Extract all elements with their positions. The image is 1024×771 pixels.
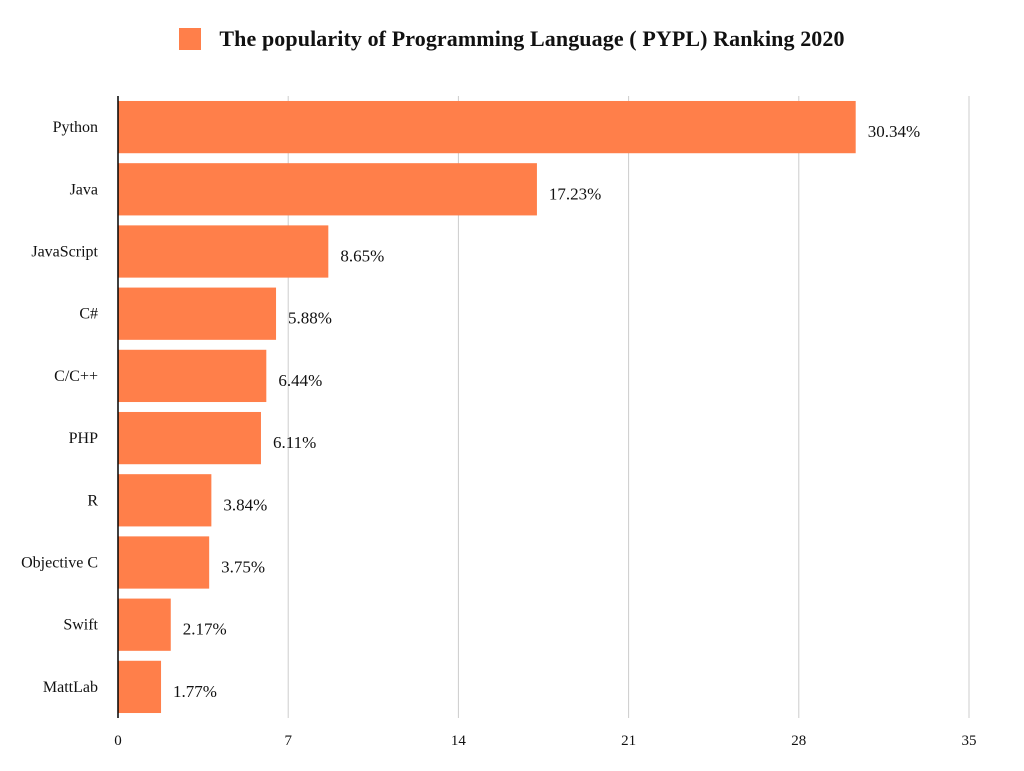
bar-objective-c xyxy=(118,536,210,589)
category-label: R xyxy=(87,492,98,509)
bars xyxy=(118,100,856,714)
legend-swatch xyxy=(179,28,202,50)
data-label: 30.34% xyxy=(868,122,920,141)
category-label: C# xyxy=(79,306,98,323)
data-label: 2.17% xyxy=(183,620,227,639)
category-label: MattLab xyxy=(43,679,98,696)
bar-java xyxy=(118,163,537,216)
bar-php xyxy=(118,411,261,465)
bar-c-c- xyxy=(118,349,267,403)
bar-python xyxy=(118,100,856,154)
category-label: PHP xyxy=(69,430,98,447)
bar-swift xyxy=(118,598,171,651)
bar-javascript xyxy=(118,225,329,278)
category-label: C/C++ xyxy=(54,368,98,385)
chart-title: The popularity of Programming Language (… xyxy=(219,26,845,51)
data-label: 8.65% xyxy=(340,247,384,266)
x-tick-label: 7 xyxy=(284,733,292,749)
x-tick-label: 0 xyxy=(114,733,122,749)
bar-r xyxy=(118,474,212,527)
legend: The popularity of Programming Language (… xyxy=(0,26,1024,52)
x-tick-label: 28 xyxy=(791,733,806,749)
bar-c- xyxy=(118,287,277,340)
data-label: 1.77% xyxy=(173,682,217,701)
category-label: Java xyxy=(70,181,98,198)
data-label: 6.11% xyxy=(273,433,316,452)
category-label: JavaScript xyxy=(31,244,98,261)
bar-mattlab xyxy=(118,660,162,714)
category-label: Objective C xyxy=(21,555,98,572)
x-tick-label: 14 xyxy=(451,733,467,749)
data-label: 3.84% xyxy=(223,495,267,514)
data-label: 17.23% xyxy=(549,184,601,203)
x-tick-label: 35 xyxy=(962,733,977,749)
data-label: 5.88% xyxy=(288,309,332,328)
labels: 0 7 14 21 28 35 Python 30.34% Java 17.23% JavaScri… xyxy=(21,119,976,749)
x-tick-label: 21 xyxy=(621,733,636,749)
data-label: 3.75% xyxy=(221,558,265,577)
data-label: 6.44% xyxy=(278,371,322,390)
category-label: Python xyxy=(53,119,98,136)
category-label: Swift xyxy=(63,617,98,634)
